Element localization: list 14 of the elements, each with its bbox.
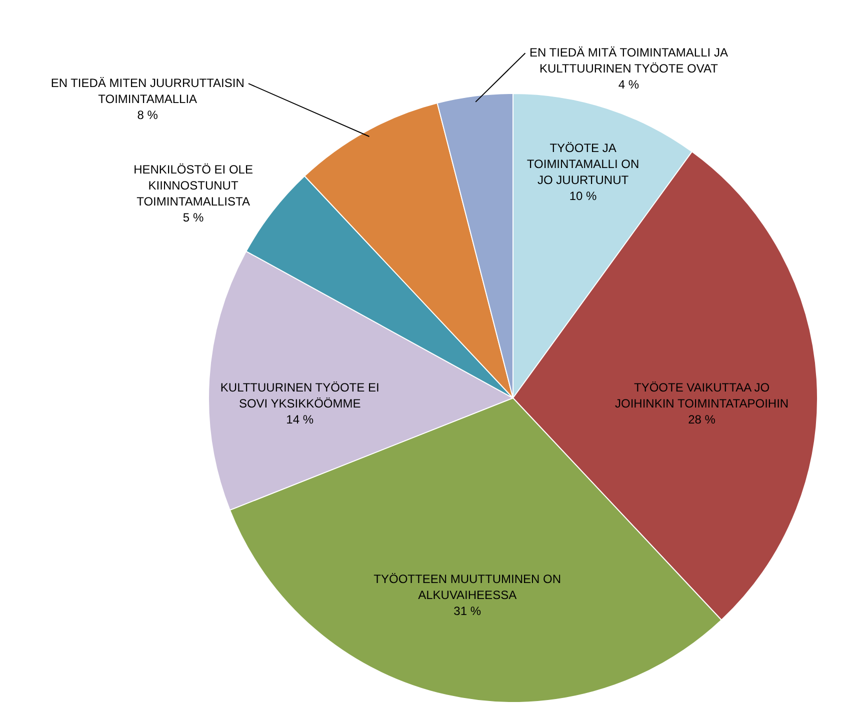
data-label: 10 % (569, 188, 598, 203)
data-label: 31 % (454, 604, 482, 618)
data-label: 14 % (286, 412, 314, 426)
slice-label: EN TIEDÄ MITÄ TOIMINTAMALLI JA KULTTUURINEN TYÖOTE OVAT (529, 45, 728, 76)
slice-label: TYÖOTTEEN MUUTTUMINEN ON ALKUVAIHEESSA (374, 572, 561, 602)
data-label: 4 % (618, 77, 640, 92)
slice-label: TYÖOTE VAIKUTTAA JO JOIHINKIN TOIMINTATAPOIHIN (615, 380, 789, 410)
slice-label: TYÖOTE JA TOIMINTAMALLI ON JO JUURTUNUT (526, 140, 640, 187)
data-label: 8 % (137, 108, 158, 122)
data-label: 28 % (688, 412, 716, 426)
data-label: 5 % (182, 210, 204, 224)
slice-label: KULTTUURINEN TYÖOTE EI SOVI YKSIKKÖÖMME (220, 380, 380, 410)
slice-label: EN TIEDÄ MITEN JUURRUTTAISIN TOIMINTAMALLIA (50, 76, 244, 106)
slice-label: HENKILÖSTÖ EI OLE KIINNOSTUNUT TOIMINTAMALLISTA (134, 162, 253, 208)
